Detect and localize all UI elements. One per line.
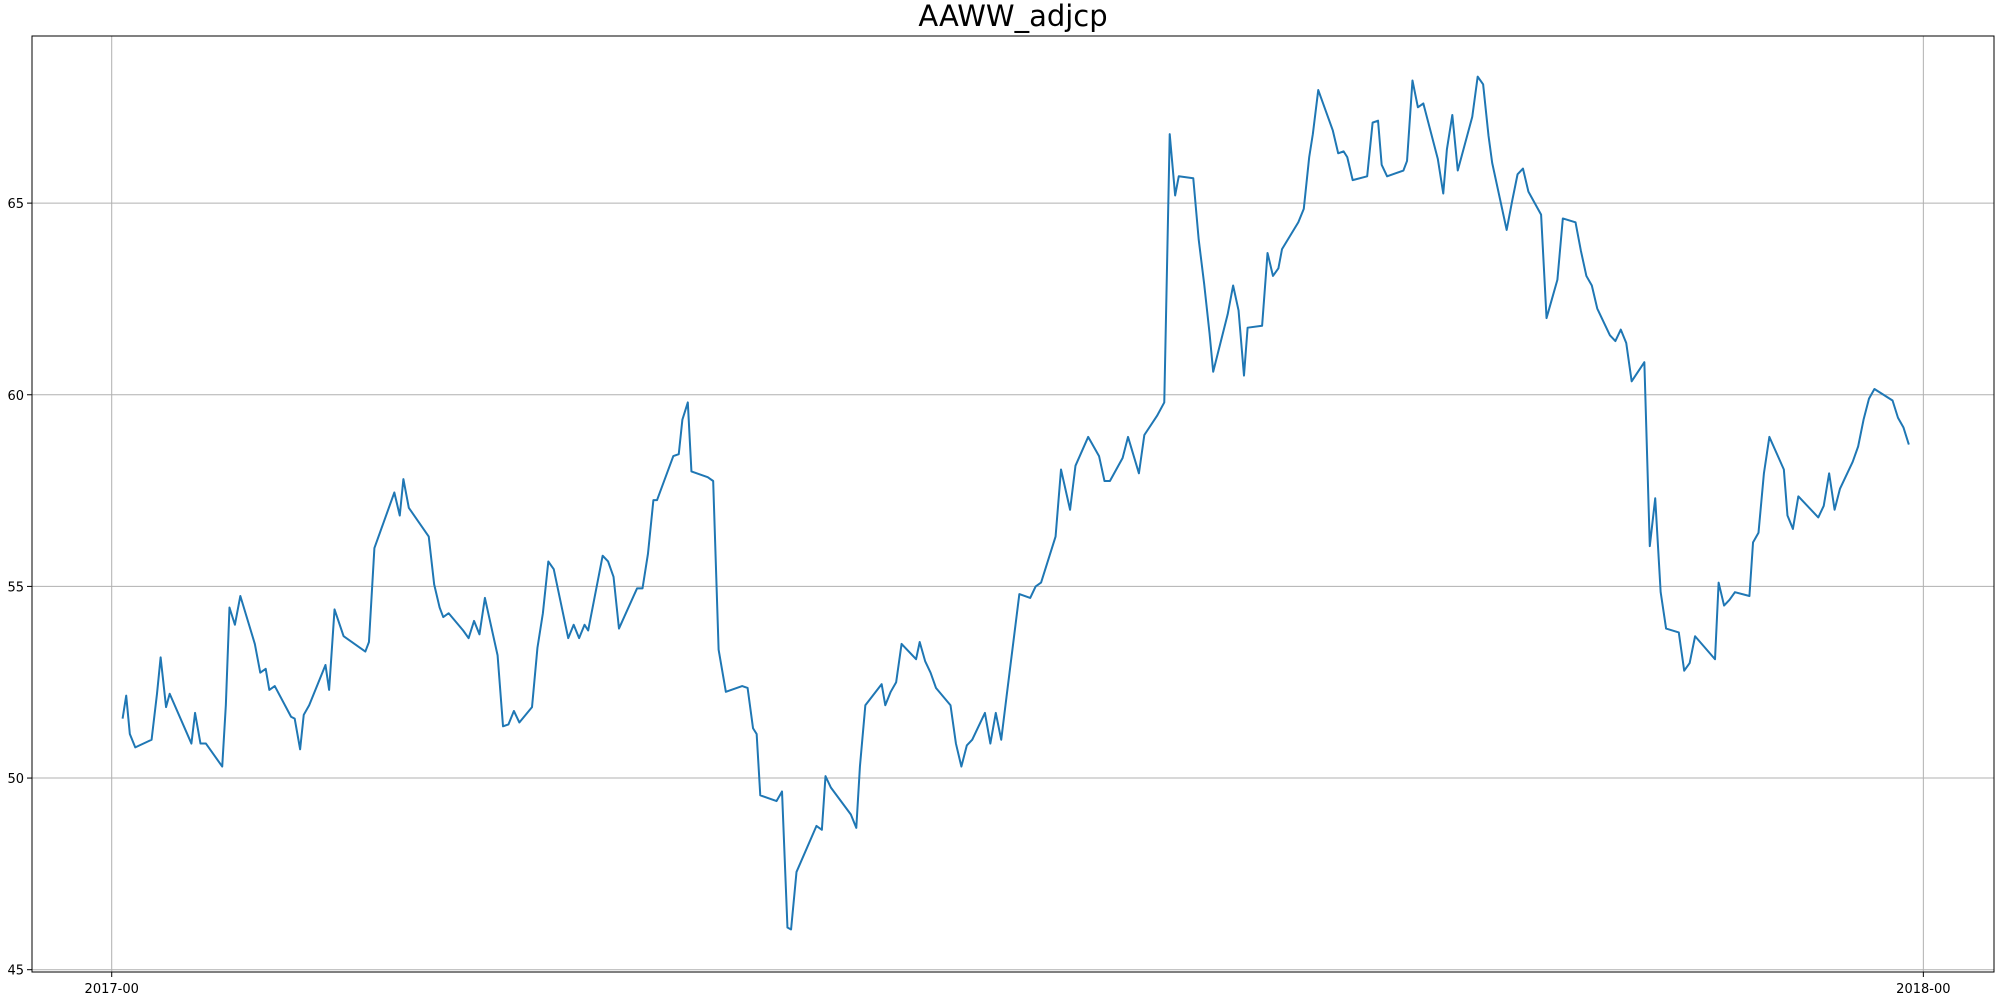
y-tick-label: 45 xyxy=(7,964,24,979)
y-tick-label: 50 xyxy=(7,772,24,787)
y-tick-label: 55 xyxy=(7,580,24,595)
plot-frame xyxy=(31,35,1995,973)
data-line xyxy=(121,75,1910,931)
x-tick-label: 2018-00 xyxy=(1896,982,1950,997)
x-tick-label: 2017-00 xyxy=(85,982,139,997)
chart-title: AAWW_adjcp xyxy=(918,0,1107,33)
y-tick-label: 65 xyxy=(7,197,24,212)
y-tick-label: 60 xyxy=(7,389,24,404)
